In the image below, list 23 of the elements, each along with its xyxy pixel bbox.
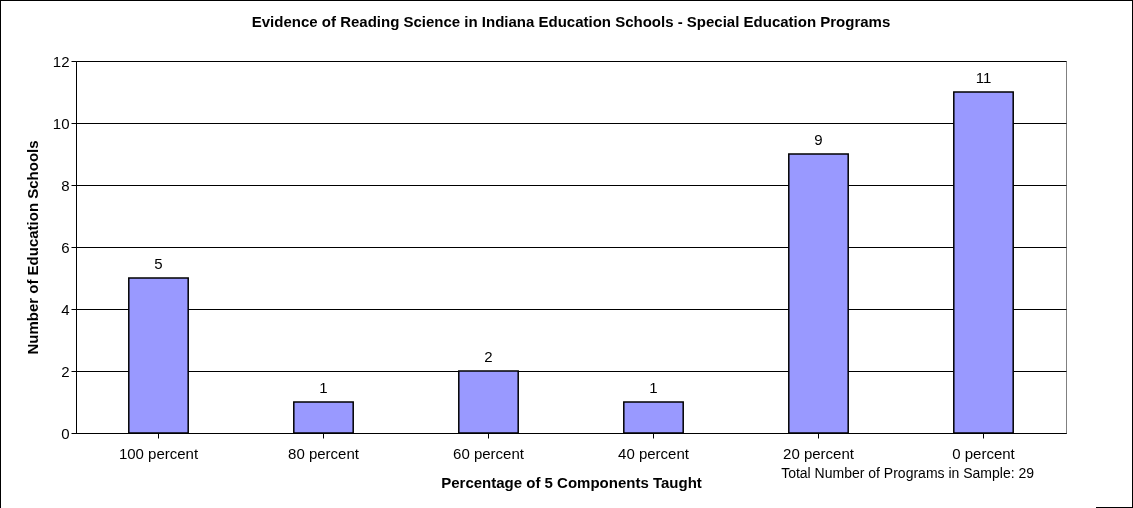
x-tick-label: 100 percent: [118, 444, 199, 462]
x-tick-label: 40 percent: [618, 444, 690, 462]
data-label: 1: [319, 379, 328, 396]
data-label: 5: [154, 255, 163, 272]
chart-title: Evidence of Reading Science in Indiana Education Schools - Special Education Programs: [251, 13, 891, 30]
y-tick-label: 6: [61, 238, 70, 256]
x-tick-label: 80 percent: [288, 444, 360, 462]
x-tick-label: 0 percent: [952, 444, 1016, 462]
text: Total Number of Programs in Sample: 29: [781, 465, 1035, 481]
data-label: 1: [649, 379, 658, 396]
x-tick-label: 60 percent: [453, 444, 525, 462]
y-tick-label: 0: [61, 424, 70, 442]
y-tick-label: 12: [52, 52, 70, 70]
y-tick-label: 4: [61, 300, 70, 318]
x-tick-label: 20 percent: [783, 444, 855, 462]
y-tick-label: 2: [61, 362, 70, 380]
y-tick-label: 10: [52, 114, 70, 132]
data-label: 2: [484, 348, 493, 365]
data-label: 11: [975, 69, 992, 86]
y-tick-label: 8: [61, 176, 70, 194]
data-label: 9: [814, 131, 823, 148]
y-axis-title: Number of Education Schools: [23, 140, 41, 355]
x-axis-title: Percentage of 5 Components Taught: [441, 473, 702, 491]
